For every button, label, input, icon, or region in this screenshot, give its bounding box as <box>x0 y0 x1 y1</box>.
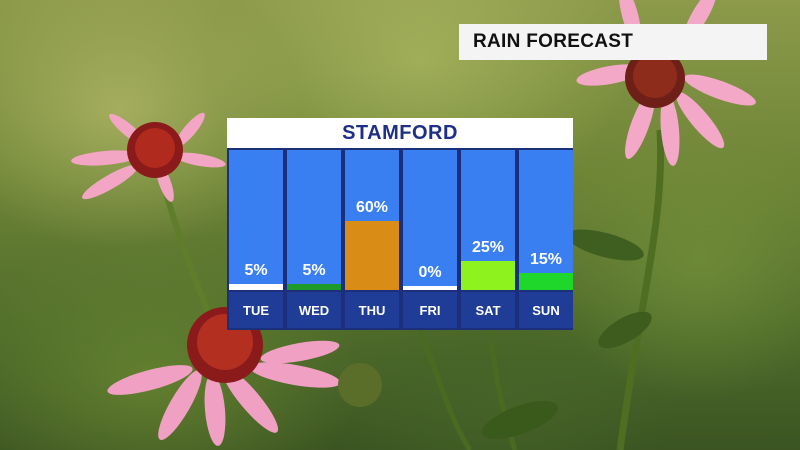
bar-sat <box>461 261 515 290</box>
location-header: STAMFORD <box>227 118 573 148</box>
forecast-panel: STAMFORD 5% TUE 5% WED 60% THU 0% FRI 25% SAT 15% S… <box>227 118 573 330</box>
column-sun: 15% SUN <box>519 150 573 328</box>
day-label-thu: THU <box>345 292 399 328</box>
column-fri: 0% FRI <box>403 150 457 328</box>
data-label-fri: 0% <box>418 264 442 281</box>
data-label-thu: 60% <box>355 199 389 216</box>
bar-tue <box>229 284 283 290</box>
bar-fri <box>403 286 457 290</box>
rain-forecast-title: RAIN FORECAST <box>459 24 767 60</box>
bar-sun <box>519 272 573 290</box>
column-background <box>519 150 573 290</box>
day-label-wed: WED <box>287 292 341 328</box>
data-label-tue: 5% <box>244 262 268 280</box>
day-label-sat: SAT <box>461 292 515 328</box>
column-sat: 25% SAT <box>461 150 515 328</box>
column-background <box>403 150 457 290</box>
day-label-tue: TUE <box>229 292 283 328</box>
data-label-sun: 15% <box>529 250 563 268</box>
data-label-wed: 5% <box>302 262 326 280</box>
column-background <box>287 150 341 290</box>
column-background <box>229 150 283 290</box>
column-wed: 5% WED <box>287 150 341 328</box>
bar-wed <box>287 284 341 290</box>
day-label-fri: FRI <box>403 292 457 328</box>
day-label-sun: SUN <box>519 292 573 328</box>
column-tue: 5% TUE <box>229 150 283 328</box>
column-thu: 60% THU <box>345 150 399 328</box>
bar-thu <box>345 221 399 290</box>
data-label-sat: 25% <box>471 239 505 257</box>
